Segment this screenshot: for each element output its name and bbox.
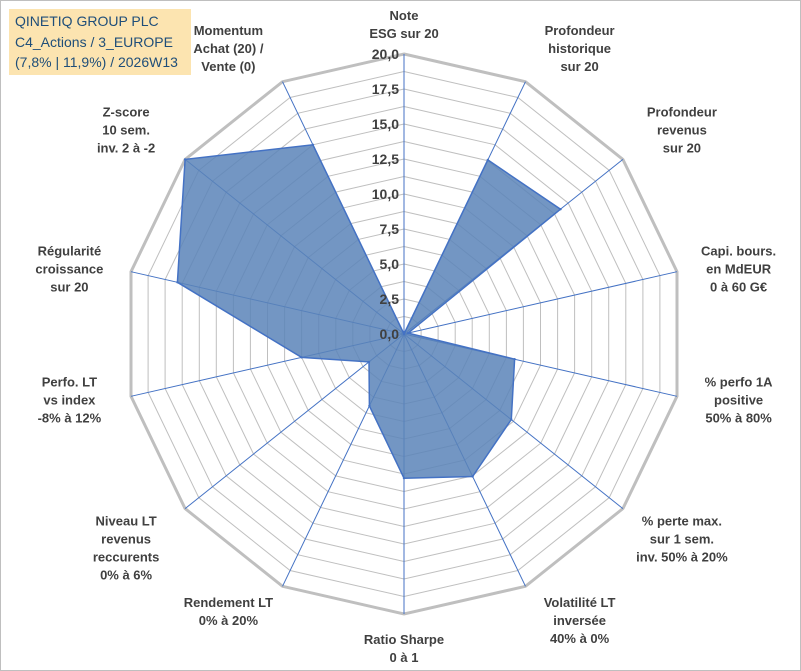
axis-spoke xyxy=(403,271,678,335)
axis-label-line: Rendement LT xyxy=(184,595,273,610)
data-point xyxy=(513,358,516,361)
axis-label-line: sur 20 xyxy=(560,59,598,74)
axis-label-line: % perte max. xyxy=(642,513,722,528)
axis-label-line: Niveau LT xyxy=(96,513,157,528)
performance-period: (7,8% | 11,9%) / 2026W13 xyxy=(15,54,178,70)
data-point xyxy=(486,158,489,162)
tick-label: 5,0 xyxy=(380,256,400,272)
axis-label-line: Z-score xyxy=(103,105,150,120)
axis-label-line: revenus xyxy=(101,531,151,546)
axis-label-line: 10 sem. xyxy=(102,123,150,138)
axis-label-line: Profondeur xyxy=(647,105,717,120)
data-point xyxy=(368,404,371,408)
axis-label-line: 0% à 20% xyxy=(199,613,259,628)
axis-label-line: positive xyxy=(714,392,763,407)
tick-label: 15,0 xyxy=(372,116,399,132)
tick-label: 20,0 xyxy=(372,46,399,62)
axis-label-line: Achat (20) / xyxy=(193,41,263,56)
data-point xyxy=(510,418,513,421)
axis-label: Volatilité LT inversée 40% à 0% xyxy=(544,595,616,646)
data-point xyxy=(559,208,562,211)
tick-label: 7,5 xyxy=(380,221,400,237)
tick-label: 2,5 xyxy=(380,291,400,307)
axis-label-line: 50% à 80% xyxy=(705,410,772,425)
axis-label-line: sur 20 xyxy=(663,141,701,156)
portfolio-category: C4_Actions / 3_EUROPE xyxy=(15,33,173,50)
series-layer xyxy=(176,143,562,480)
axis-label-line: 0 à 1 xyxy=(390,650,419,665)
axis-label-line: ESG sur 20 xyxy=(369,26,438,41)
axis-label: Profondeur revenus sur 20 xyxy=(647,105,717,156)
tick-label-layer: 0,0 2,5 5,0 7,5 10,0 12,5 15,0 17,5 20,0 xyxy=(372,46,399,342)
data-point xyxy=(471,475,474,478)
axis-label-line: Capi. bours. xyxy=(701,244,776,259)
axis-label-line: inv. 50% à 20% xyxy=(636,549,728,564)
axis-label-line: revenus xyxy=(657,123,707,138)
axis-label: Perfo. LT vs index -8% à 12% xyxy=(38,374,102,425)
axis-label: Rendement LT 0% à 20% xyxy=(184,595,273,628)
axis-label: Capi. bours. en MdEUR 0 à 60 G€ xyxy=(701,244,776,295)
axis-label-line: -8% à 12% xyxy=(38,410,102,425)
axis-label-line: inversée xyxy=(553,613,606,628)
data-point xyxy=(367,360,371,364)
axis-label-line: Note xyxy=(390,8,419,23)
axis-label-line: croissance xyxy=(35,262,103,277)
data-point xyxy=(176,281,179,284)
tick-label: 12,5 xyxy=(372,151,399,167)
axis-label: Niveau LT revenus reccurents 0% à 6% xyxy=(93,513,159,582)
axis-label: Momentum Achat (20) / Vente (0) xyxy=(193,23,263,74)
axis-label: Profondeur historique sur 20 xyxy=(545,23,615,74)
data-point xyxy=(402,477,406,480)
axis-label-line: en MdEUR xyxy=(706,262,772,277)
axis-label-line: sur 20 xyxy=(50,280,88,295)
data-point xyxy=(311,143,315,146)
axis-label-line: Perfo. LT xyxy=(42,374,97,389)
tick-label: 10,0 xyxy=(372,186,399,202)
axis-label-line: 0 à 60 G€ xyxy=(710,280,767,295)
data-point xyxy=(406,331,410,335)
axis-label-line: 0% à 6% xyxy=(100,567,152,582)
axis-label-line: Volatilité LT xyxy=(544,595,616,610)
chart-title-box: QINETIQ GROUP PLC C4_Actions / 3_EUROPE … xyxy=(9,9,191,75)
tick-label: 17,5 xyxy=(372,81,399,97)
axis-label-line: Profondeur xyxy=(545,23,615,38)
axis-label-line: Momentum xyxy=(194,23,263,38)
data-point xyxy=(300,356,303,359)
axis-label-line: historique xyxy=(548,41,611,56)
data-point xyxy=(402,332,406,336)
axis-label-line: Ratio Sharpe xyxy=(364,632,444,647)
axis-label: Note ESG sur 20 xyxy=(369,8,438,41)
axis-label: Z-score 10 sem. inv. 2 à -2 xyxy=(97,105,155,156)
axis-label-line: Régularité xyxy=(38,244,102,259)
axis-label-line: Vente (0) xyxy=(201,59,255,74)
axis-label-line: vs index xyxy=(43,392,96,407)
axis-label: Régularité croissance sur 20 xyxy=(35,244,103,295)
data-point xyxy=(183,158,187,161)
tick-label: 0,0 xyxy=(380,326,400,342)
axis-label-line: % perfo 1A xyxy=(705,374,774,389)
axis-label-line: sur 1 sem. xyxy=(650,531,714,546)
axis-label: Ratio Sharpe 0 à 1 xyxy=(364,632,444,665)
axis-label-line: inv. 2 à -2 xyxy=(97,141,155,156)
axis-label: % perfo 1A positive 50% à 80% xyxy=(705,374,774,425)
axis-label-layer: Note ESG sur 20 Profondeur historique sur 20… xyxy=(35,8,776,665)
company-name: QINETIQ GROUP PLC xyxy=(15,13,159,29)
axis-spoke xyxy=(184,333,405,509)
axis-label-line: 40% à 0% xyxy=(550,631,610,646)
axis-label: % perte max. sur 1 sem. inv. 50% à 20% xyxy=(636,513,728,564)
axis-label-line: reccurents xyxy=(93,549,159,564)
